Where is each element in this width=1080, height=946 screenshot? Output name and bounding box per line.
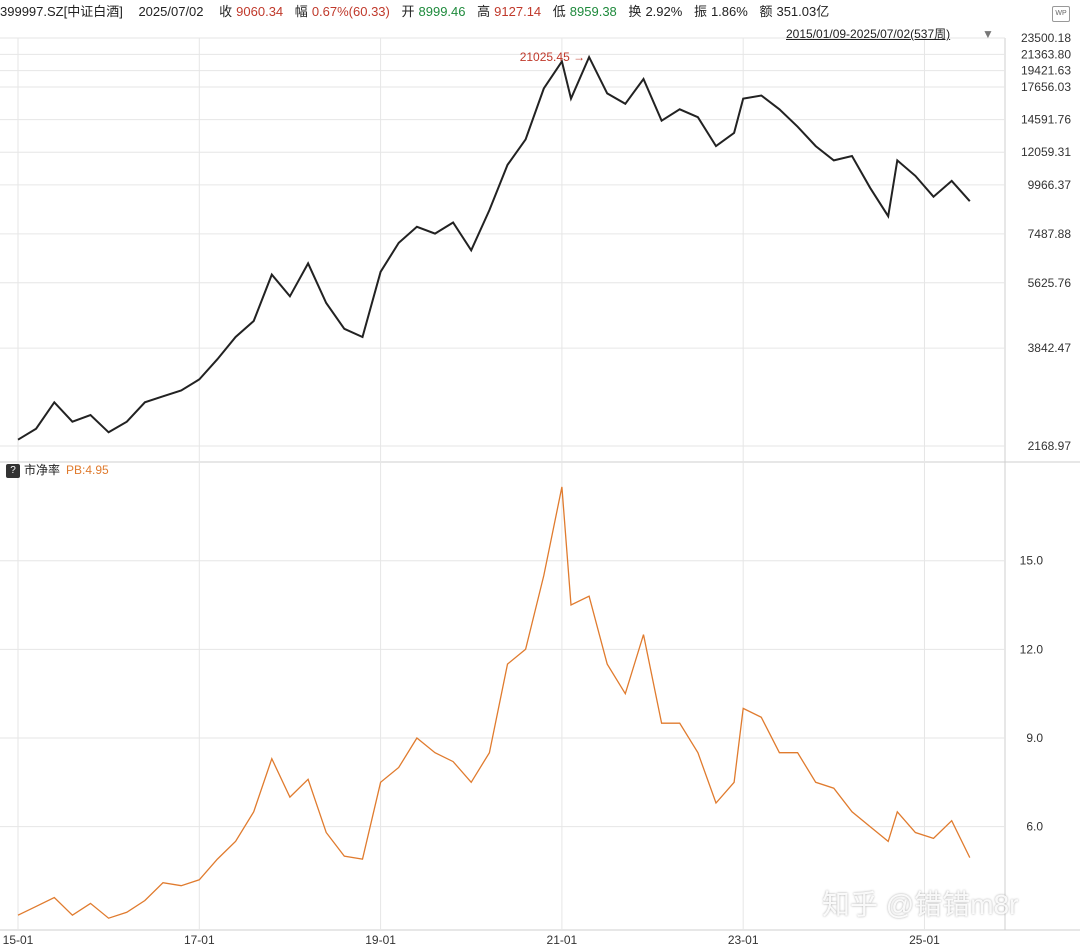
price-tick-label: 12059.31: [1021, 145, 1071, 159]
price-tick-label: 21363.80: [1021, 47, 1071, 61]
price-y-axis: 23500.18 21363.80 19421.63 17656.03 14591.76…: [1021, 31, 1071, 453]
time-x-axis: 15-01 17-01 19-01 21-01 23-01 25-01: [3, 933, 940, 946]
open-value: 8999.46: [418, 4, 466, 19]
pb-tick-label: 6.0: [1026, 820, 1043, 834]
date-range-selector[interactable]: 2015/01/09-2025/07/02(537周): [786, 27, 951, 41]
x-tick-label: 21-01: [547, 933, 578, 946]
close-value: 9060.34: [236, 4, 284, 19]
price-tick-label: 17656.03: [1021, 80, 1071, 94]
amount-value: 351.03亿: [776, 4, 830, 19]
price-tick-label: 9966.37: [1028, 178, 1072, 192]
quote-date: 2025/07/02: [138, 4, 204, 19]
close-label: 收: [219, 4, 233, 19]
watermark-text: 知乎 @错错m8r: [822, 889, 1019, 920]
amplitude-value: 1.86%: [710, 4, 748, 19]
high-value: 9127.14: [494, 4, 542, 19]
turnover-value: 2.92%: [645, 4, 683, 19]
pb-indicator-header: ? 市净率 PB:4.95: [6, 461, 109, 479]
x-tick-label: 17-01: [184, 933, 215, 946]
price-tick-label: 23500.18: [1021, 31, 1071, 45]
pb-series-line: [17, 486, 971, 919]
change-value: 0.67%(60.33): [311, 4, 390, 19]
price-tick-label: 3842.47: [1028, 341, 1072, 355]
price-tick-label: 14591.76: [1021, 113, 1071, 127]
x-tick-label: 23-01: [728, 933, 759, 946]
high-label: 高: [477, 4, 491, 19]
pb-y-axis: 15.0 12.0 9.0 6.0: [1020, 554, 1044, 834]
price-tick-label: 5625.76: [1028, 276, 1072, 290]
dropdown-arrow-icon[interactable]: ▼: [982, 27, 994, 41]
pb-tick-label: 15.0: [1020, 554, 1044, 568]
x-tick-label: 25-01: [909, 933, 940, 946]
pb-tick-label: 9.0: [1026, 731, 1043, 745]
amount-label: 额: [759, 4, 773, 19]
price-tick-label: 2168.97: [1028, 439, 1072, 453]
turnover-label: 换: [628, 4, 642, 19]
low-label: 低: [552, 4, 566, 19]
peak-value-label: 21025.45 →: [520, 50, 585, 64]
peak-annotation: 21025.45 →: [520, 50, 585, 64]
open-label: 开: [401, 4, 415, 19]
quote-header: 399997.SZ[中证白酒] 2025/07/02 收 9060.34 幅 0.6…: [0, 0, 1080, 24]
amplitude-label: 振: [693, 4, 707, 19]
change-label: 幅: [294, 4, 308, 19]
help-icon[interactable]: ?: [6, 463, 20, 478]
price-tick-label: 19421.63: [1021, 64, 1071, 78]
grid-lines: [0, 37, 1080, 931]
wp-icon[interactable]: WP: [1052, 6, 1070, 22]
x-tick-label: 15-01: [3, 933, 34, 946]
low-value: 8959.38: [569, 4, 617, 19]
price-tick-label: 7487.88: [1028, 227, 1072, 241]
pb-tick-label: 12.0: [1020, 642, 1044, 656]
x-tick-label: 19-01: [365, 933, 396, 946]
pb-indicator-label: 市净率: [24, 463, 61, 477]
price-series-line: [17, 54, 971, 441]
pb-indicator-value: PB:4.95: [66, 463, 109, 477]
index-code: 399997.SZ[中证白酒]: [0, 4, 123, 19]
